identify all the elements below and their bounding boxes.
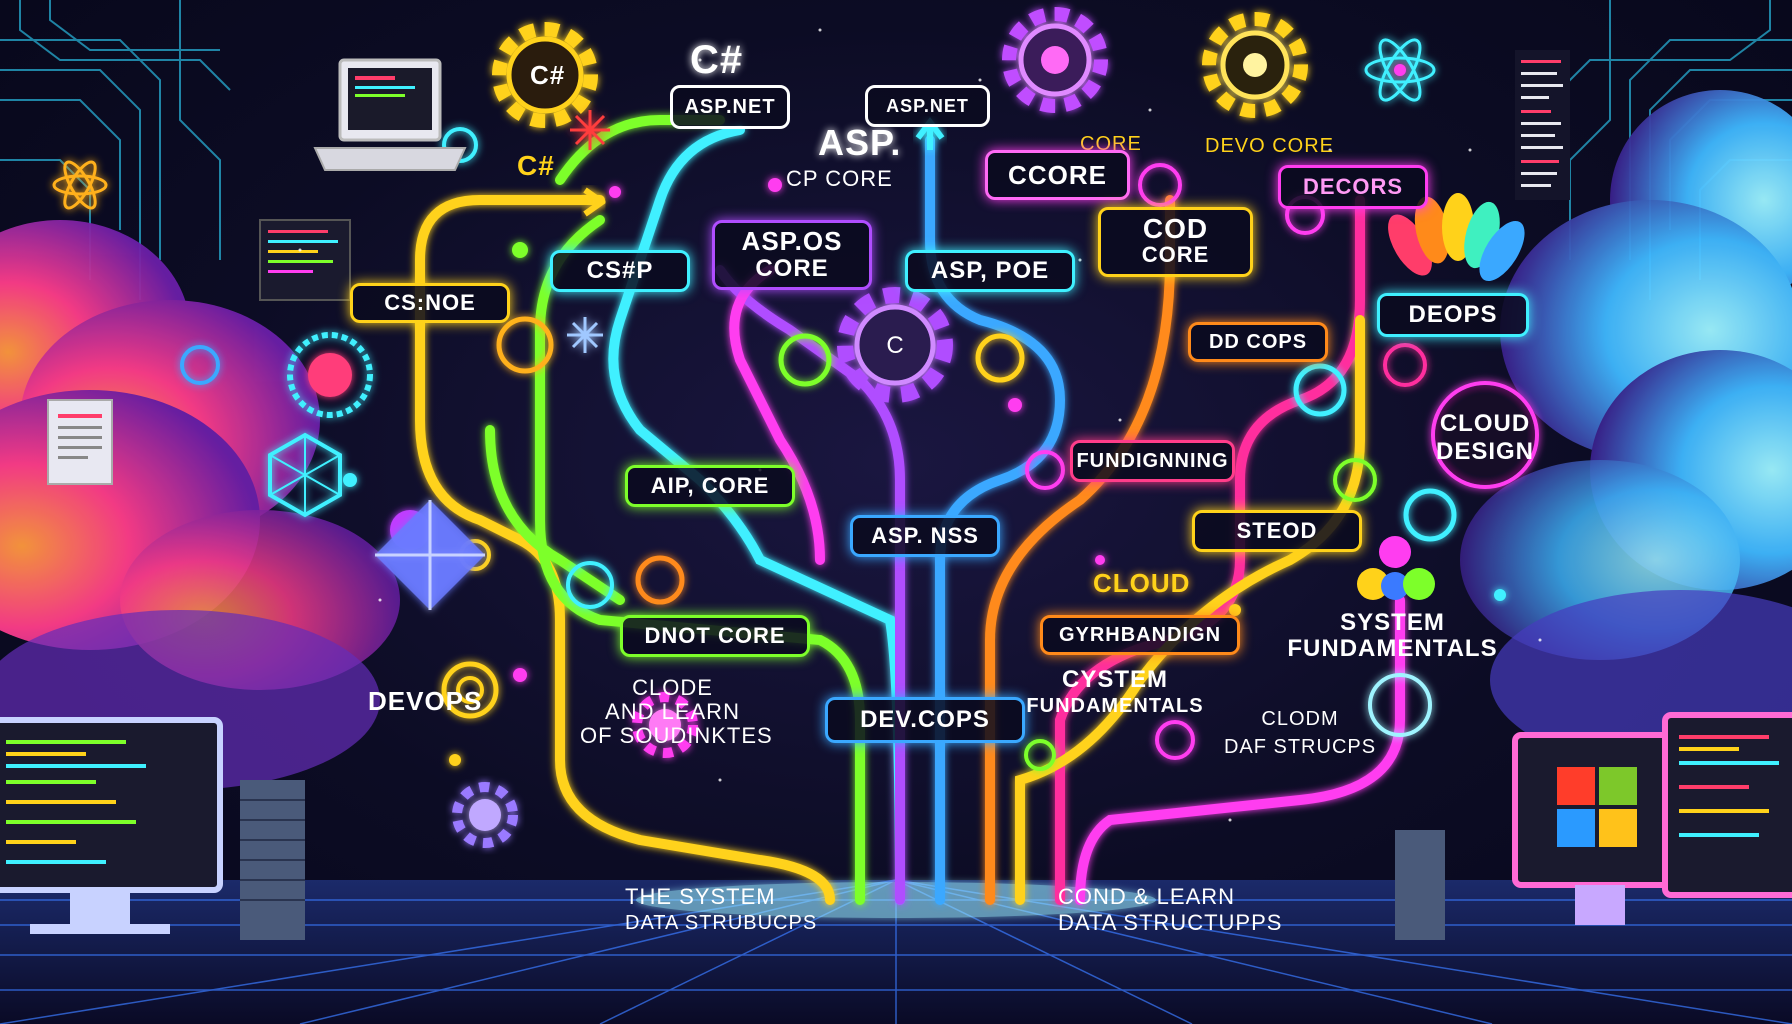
- atom-icon: [54, 158, 106, 212]
- pill-cod-core-line1: COD: [1143, 216, 1208, 242]
- svg-text:C: C: [886, 332, 903, 359]
- server-tower-left: [240, 780, 305, 940]
- sparkle-icon: [567, 317, 603, 353]
- pill-aspos-core: ASP.OS CORE: [712, 220, 872, 290]
- pill-csp: CS#P: [550, 250, 690, 292]
- label-cloud: CLOUD: [1093, 568, 1190, 599]
- pill-cod-core: COD CORE: [1098, 207, 1253, 277]
- label-clodm: CLODM DAF STRUCPS: [1215, 705, 1385, 761]
- pill-aip-core: AIP, CORE: [625, 465, 795, 507]
- dots-logo-icon: [1357, 536, 1435, 600]
- label-the-system: THE SYSTEM DATA STRUBUCPS: [625, 884, 815, 936]
- label-the-system-line1: THE SYSTEM: [625, 884, 815, 910]
- label-cond-learn-line1: COND & LEARN: [1058, 884, 1288, 910]
- label-clode-line1: CLODE: [580, 676, 765, 700]
- pill-decors: DECORS: [1278, 165, 1428, 209]
- pill-devcops: DEV.COPS: [825, 697, 1025, 743]
- gear-icon: [1009, 14, 1101, 106]
- document-icon: [48, 400, 112, 484]
- pill-deops: DEOPS: [1377, 293, 1529, 337]
- label-cloud-design: CLOUD DESIGN: [1405, 410, 1565, 466]
- path-magenta: [734, 270, 820, 560]
- pill-aspnet-top2: ASP.NET: [865, 85, 990, 127]
- label-cond-learn: COND & LEARN DATA STRUCTUPPS: [1058, 884, 1288, 936]
- pill-cod-core-line2: CORE: [1142, 242, 1210, 268]
- pill-dd-cops: DD COPS: [1188, 322, 1328, 362]
- gear-csharp-glyph: C#: [530, 60, 565, 91]
- label-system-fund-line1: SYSTEM: [1285, 610, 1500, 636]
- monitor-right-2: [1665, 715, 1792, 895]
- label-system-fund-line2: FUNDAMENTALS: [1285, 636, 1500, 662]
- pill-fundignning: FUNDIGNNING: [1070, 440, 1235, 482]
- sparkle-icon: [570, 110, 610, 150]
- server-tower-right: [1395, 830, 1445, 940]
- label-devo-core: DEVO CORE: [1205, 135, 1334, 158]
- label-csharp-top: C#: [690, 38, 743, 83]
- pill-cs-noe: CS:NOE: [350, 283, 510, 323]
- code-strip: [1515, 50, 1570, 200]
- label-system-fundamentals-right: SYSTEM FUNDAMENTALS: [1285, 610, 1500, 662]
- atom-icon: [1366, 35, 1434, 106]
- gear-icon: [1209, 19, 1301, 111]
- gear-icon: [457, 787, 513, 843]
- label-cystem-line1: CYSTEM: [1020, 667, 1210, 693]
- label-cystem-line2: FUNDAMENTALS: [1020, 693, 1210, 719]
- pill-asp-poe: ASP, POE: [905, 250, 1075, 292]
- pill-asp-nss: ASP. NSS: [850, 515, 1000, 557]
- label-cp-core: CP CORE: [786, 166, 893, 192]
- code-panel: [260, 220, 350, 300]
- label-asp-big: ASP.: [818, 122, 901, 164]
- pill-ccore: CCORE: [985, 150, 1130, 200]
- label-cloud-design-line1: CLOUD: [1405, 410, 1565, 438]
- label-clodm-line2: DAF STRUCPS: [1215, 733, 1385, 761]
- label-clode-line3: OF SOUDINKTES: [580, 724, 765, 748]
- laptop-icon: [315, 60, 465, 170]
- pill-aspnet-top: ASP.NET: [670, 85, 790, 129]
- label-clode: CLODE AND LEARN OF SOUDINKTES: [580, 676, 765, 748]
- label-devops-left: DEVOPS: [368, 686, 482, 717]
- label-the-system-line2: DATA STRUBUCPS: [625, 910, 815, 936]
- label-clode-line2: AND LEARN: [580, 700, 765, 724]
- label-cloud-design-line2: DESIGN: [1405, 438, 1565, 466]
- label-clodm-line1: CLODM: [1215, 705, 1385, 733]
- label-csharp-logo: C#: [517, 150, 555, 182]
- pill-steod: STEOD: [1192, 510, 1362, 552]
- left-cloud: [0, 220, 400, 790]
- pill-dnot-core: DNOT CORE: [620, 615, 810, 657]
- pill-aspos-line2: CORE: [755, 255, 828, 283]
- gear-icon: C: [845, 295, 945, 395]
- label-cond-learn-line2: DATA STRUCTUPPS: [1058, 910, 1288, 936]
- pill-gyrhbandign: GYRHBANDIGN: [1040, 615, 1240, 655]
- label-cystem: CYSTEM FUNDAMENTALS: [1020, 667, 1210, 719]
- pill-aspos-line1: ASP.OS: [742, 227, 843, 255]
